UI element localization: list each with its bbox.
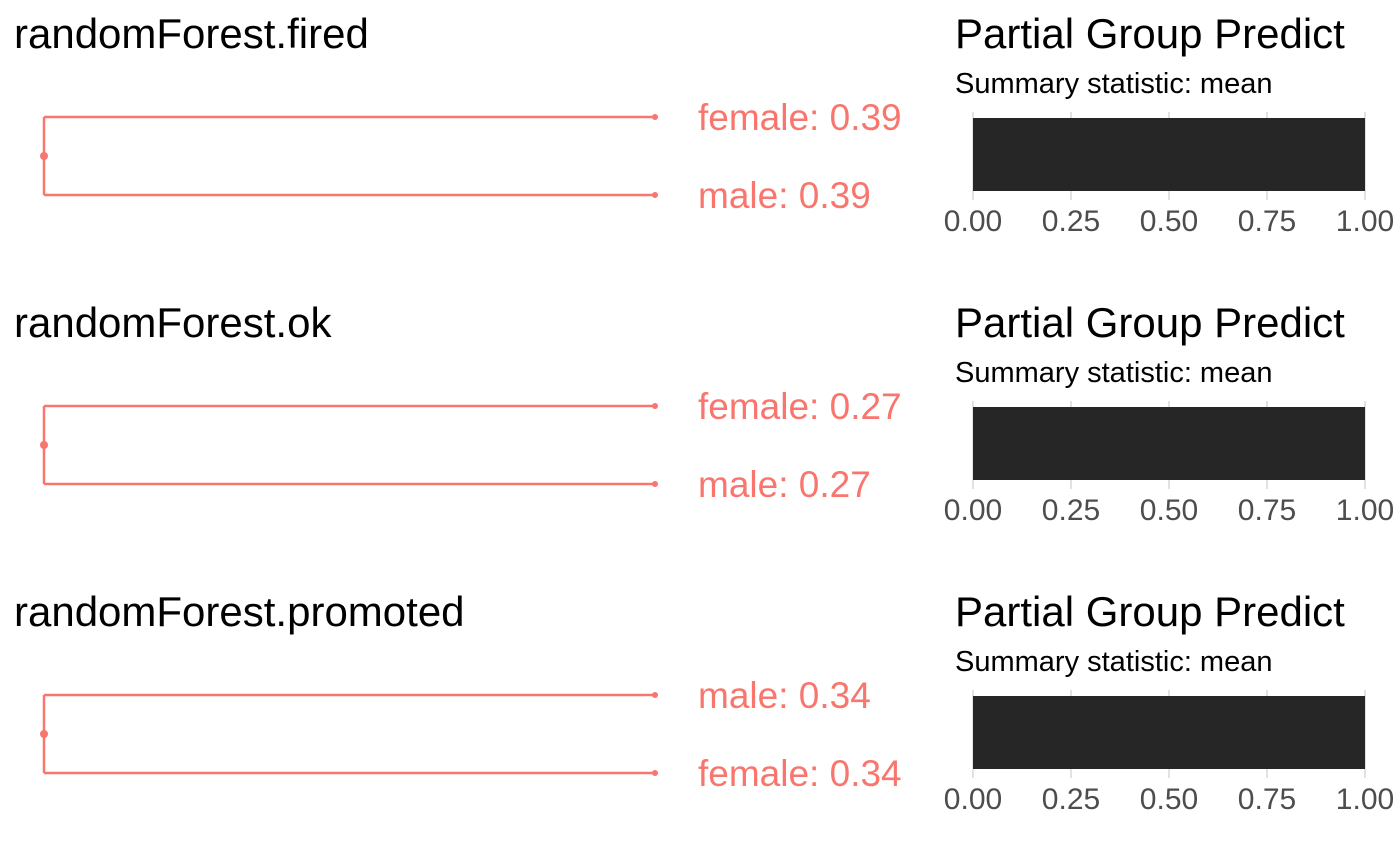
- x-tick-label: 0.75: [1238, 783, 1296, 816]
- x-tick-label: 0.50: [1140, 494, 1198, 527]
- x-tick-label: 0.00: [944, 783, 1002, 816]
- dendrogram-leaf-label: male: 0.39: [698, 175, 871, 216]
- dendrogram-leaf-point: [652, 114, 658, 120]
- dendrogram-leaf-label: male: 0.27: [698, 464, 871, 505]
- bar-panel-title: Partial Group Predict: [955, 10, 1345, 57]
- x-tick-label: 0.00: [944, 494, 1002, 527]
- dendrogram-leaf-label: female: 0.39: [698, 97, 902, 138]
- bar-panel-subtitle: Summary statistic: mean: [955, 646, 1272, 678]
- x-tick-label: 0.25: [1042, 494, 1100, 527]
- x-tick-label: 1.00: [1336, 494, 1394, 527]
- bar-panel-subtitle: Summary statistic: mean: [955, 68, 1272, 100]
- x-tick-label: 1.00: [1336, 205, 1394, 238]
- x-tick-label: 0.50: [1140, 205, 1198, 238]
- panel-row-0: randomForest.fired female: 0.39 male: 0.39…: [14, 10, 1394, 238]
- bar: [973, 696, 1365, 769]
- bar-panel-title: Partial Group Predict: [955, 588, 1345, 635]
- bar: [973, 118, 1365, 191]
- dendrogram-title: randomForest.fired: [14, 10, 369, 57]
- dendrogram-root-point: [40, 730, 48, 738]
- dendrogram-leaf-point: [652, 770, 658, 776]
- x-tick-label: 0.25: [1042, 205, 1100, 238]
- dendrogram-title: randomForest.promoted: [14, 588, 465, 635]
- dendrogram-leaf-point: [652, 403, 658, 409]
- panel-row-1: randomForest.ok female: 0.27 male: 0.27 Par…: [14, 299, 1394, 527]
- dendrogram-leaf-label: female: 0.34: [698, 753, 902, 794]
- dendrogram-leaf-point: [652, 192, 658, 198]
- dendrogram-leaf-point: [652, 481, 658, 487]
- x-tick-label: 0.00: [944, 205, 1002, 238]
- bar-panel-subtitle: Summary statistic: mean: [955, 357, 1272, 389]
- dendrogram-title: randomForest.ok: [14, 299, 332, 346]
- x-tick-label: 0.50: [1140, 783, 1198, 816]
- x-tick-label: 0.25: [1042, 783, 1100, 816]
- bar: [973, 407, 1365, 480]
- bar-panel-title: Partial Group Predict: [955, 299, 1345, 346]
- dendrogram-leaf-label: male: 0.34: [698, 675, 871, 716]
- dendrogram-leaf-point: [652, 692, 658, 698]
- panel-row-2: randomForest.promoted male: 0.34 female: 0…: [14, 588, 1394, 816]
- x-tick-label: 0.75: [1238, 205, 1296, 238]
- x-tick-label: 1.00: [1336, 783, 1394, 816]
- dendrogram-root-point: [40, 152, 48, 160]
- x-tick-label: 0.75: [1238, 494, 1296, 527]
- dendrogram-leaf-label: female: 0.27: [698, 386, 902, 427]
- dendrogram-root-point: [40, 441, 48, 449]
